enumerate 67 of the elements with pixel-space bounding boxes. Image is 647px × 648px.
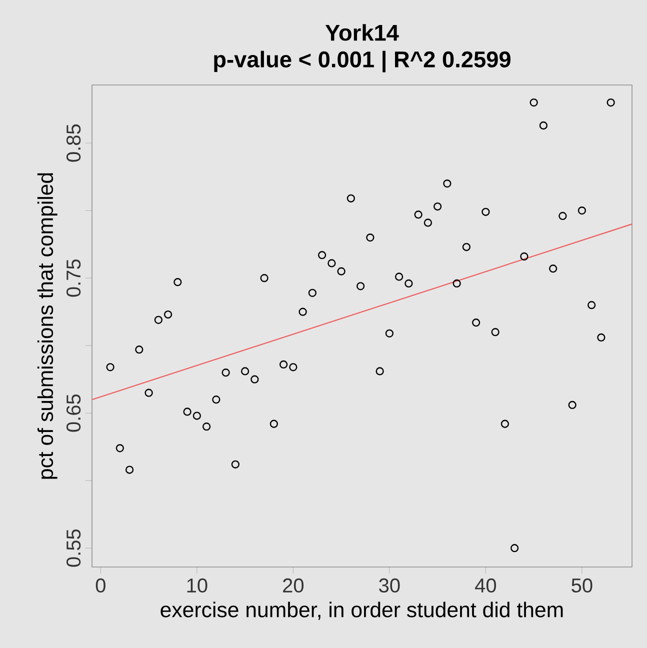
point: [578, 206, 586, 215]
point: [491, 328, 500, 336]
x-axis-title: exercise number, in order student did them: [160, 602, 563, 620]
point: [144, 388, 153, 397]
point: [452, 279, 461, 288]
y-tick-label: 0.55: [66, 529, 81, 567]
point: [154, 316, 162, 324]
point: [376, 367, 384, 376]
point: [318, 251, 326, 260]
point: [597, 333, 606, 342]
y-tick-label: 0.75: [66, 259, 81, 297]
x-tick-label: 10: [187, 578, 208, 593]
point: [472, 318, 480, 327]
chart-subtitle: p-value < 0.001 | R^2 0.2599: [214, 50, 510, 72]
point: [500, 420, 510, 428]
x-tick-label: 30: [379, 578, 400, 593]
point: [385, 329, 394, 338]
point: [174, 278, 182, 286]
y-tick-label: 0.65: [66, 394, 81, 432]
point: [346, 194, 355, 202]
point: [520, 252, 528, 261]
point: [164, 310, 172, 319]
point: [135, 346, 144, 354]
point: [414, 210, 422, 219]
point: [183, 408, 192, 416]
point: [366, 233, 374, 242]
point: [510, 544, 519, 552]
point: [462, 242, 471, 252]
point: [588, 301, 596, 310]
point: [606, 98, 615, 107]
point: [116, 444, 124, 452]
point: [568, 400, 576, 410]
point: [558, 212, 567, 220]
point: [106, 363, 114, 372]
point: [328, 259, 336, 268]
point: [530, 98, 538, 107]
point: [539, 121, 548, 130]
point: [549, 264, 558, 273]
point: [250, 375, 259, 384]
x-tick-label: 50: [572, 578, 592, 593]
point: [270, 420, 278, 428]
chart-title: York14: [325, 24, 399, 41]
point: [192, 412, 201, 420]
point: [298, 308, 307, 316]
point: [222, 368, 230, 377]
point: [308, 288, 316, 297]
point: [356, 282, 365, 290]
point: [289, 363, 298, 372]
point: [260, 274, 268, 282]
point: [443, 179, 452, 188]
point: [279, 360, 288, 369]
point: [125, 466, 134, 474]
x-tick-label: 40: [475, 578, 496, 593]
point: [434, 202, 442, 211]
y-axis-title: pct of submissions that compiled: [37, 173, 58, 479]
point: [424, 218, 432, 227]
point: [240, 367, 250, 376]
point: [482, 208, 490, 216]
x-tick-label: 20: [283, 578, 304, 593]
point: [337, 267, 346, 276]
point: [231, 460, 240, 468]
y-tick-label: 0.85: [66, 124, 81, 162]
point: [404, 279, 413, 288]
x-tick-label: 0: [96, 578, 106, 593]
point: [202, 422, 211, 431]
point: [212, 396, 220, 404]
point: [394, 272, 404, 281]
